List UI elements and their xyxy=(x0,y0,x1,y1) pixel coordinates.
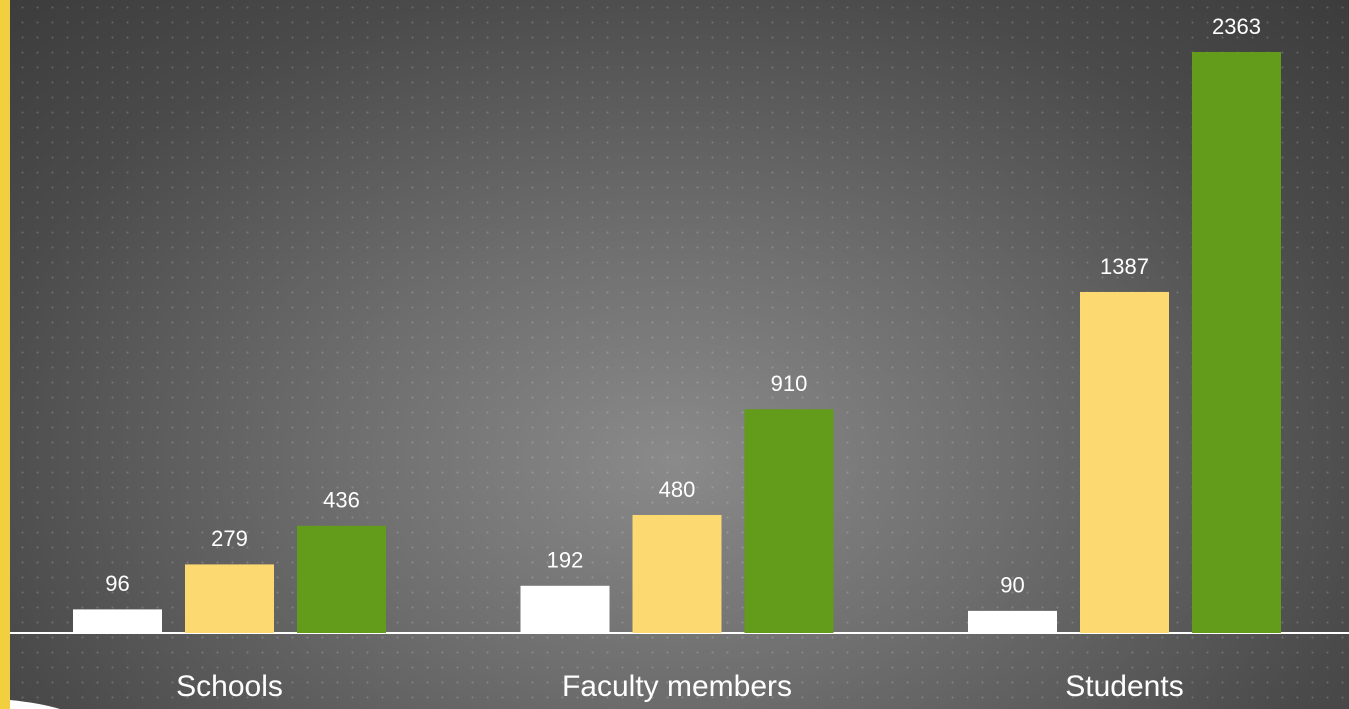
bar xyxy=(185,564,274,633)
data-label: 192 xyxy=(547,548,584,573)
bar xyxy=(1192,52,1281,633)
bar xyxy=(297,525,386,633)
x-tick-label: Students xyxy=(1065,670,1183,703)
data-label: 436 xyxy=(323,488,360,513)
bar xyxy=(1080,291,1169,633)
bar xyxy=(73,609,162,633)
x-tick-label: Faculty members xyxy=(562,670,792,703)
data-label: 480 xyxy=(659,477,696,502)
accent-stripe xyxy=(0,0,10,709)
bar xyxy=(632,514,722,633)
data-label: 90 xyxy=(1000,573,1024,598)
data-label: 2363 xyxy=(1212,14,1261,39)
bar xyxy=(520,585,610,633)
data-label: 1387 xyxy=(1100,254,1149,279)
corner-shape xyxy=(10,700,60,709)
data-label: 279 xyxy=(211,526,248,551)
data-label: 910 xyxy=(771,371,808,396)
bar xyxy=(968,610,1057,633)
x-tick-label: Schools xyxy=(176,670,283,703)
data-label: 96 xyxy=(105,571,129,596)
bar xyxy=(744,409,834,633)
